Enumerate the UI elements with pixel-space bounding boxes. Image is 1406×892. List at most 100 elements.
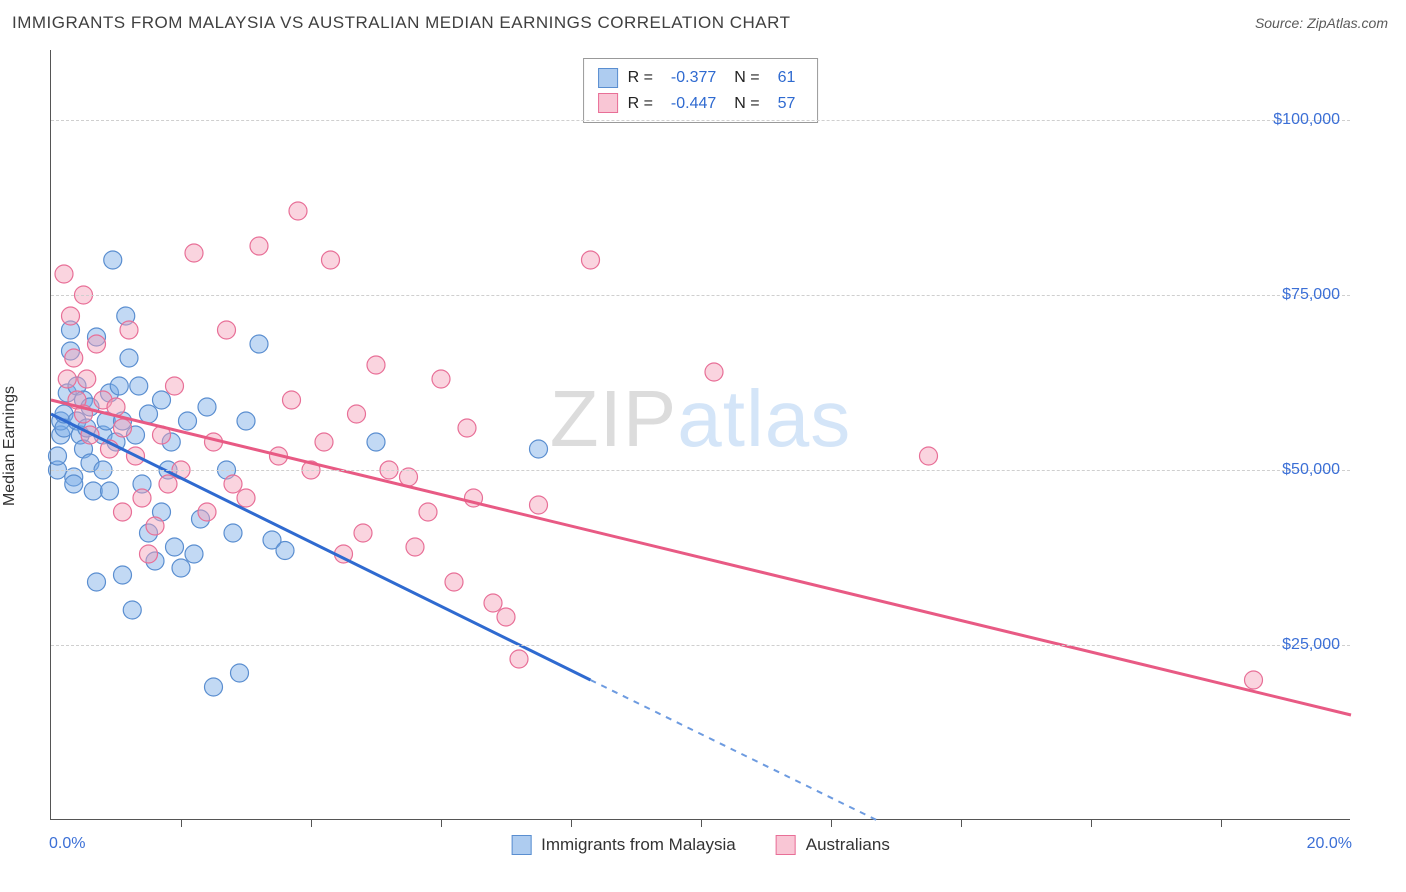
data-point-malaysia — [123, 601, 141, 619]
data-point-malaysia — [49, 447, 67, 465]
legend-item-malaysia: Immigrants from Malaysia — [511, 835, 736, 855]
data-point-australians — [140, 545, 158, 563]
data-point-australians — [322, 251, 340, 269]
swatch-australians-icon — [776, 835, 796, 855]
data-point-australians — [419, 503, 437, 521]
data-point-australians — [510, 650, 528, 668]
data-point-australians — [1245, 671, 1263, 689]
data-point-malaysia — [120, 349, 138, 367]
legend-item-australians: Australians — [776, 835, 890, 855]
data-point-malaysia — [224, 524, 242, 542]
data-point-malaysia — [166, 538, 184, 556]
data-point-malaysia — [172, 559, 190, 577]
data-point-australians — [367, 356, 385, 374]
swatch-malaysia — [598, 68, 618, 88]
y-tick-label: $75,000 — [1282, 286, 1340, 304]
data-point-malaysia — [231, 664, 249, 682]
data-point-malaysia — [101, 482, 119, 500]
data-point-malaysia — [130, 377, 148, 395]
legend-row-australians: R = -0.447 N = 57 — [598, 91, 804, 117]
chart-svg — [51, 50, 1350, 819]
x-tick — [1091, 819, 1092, 827]
gridline — [51, 120, 1350, 121]
data-point-malaysia — [367, 433, 385, 451]
data-point-australians — [920, 447, 938, 465]
data-point-australians — [705, 363, 723, 381]
data-point-malaysia — [250, 335, 268, 353]
data-point-malaysia — [198, 398, 216, 416]
data-point-malaysia — [84, 482, 102, 500]
data-point-australians — [432, 370, 450, 388]
data-point-australians — [406, 538, 424, 556]
data-point-australians — [198, 503, 216, 521]
data-point-australians — [218, 321, 236, 339]
data-point-malaysia — [179, 412, 197, 430]
x-tick — [1221, 819, 1222, 827]
data-point-malaysia — [237, 412, 255, 430]
data-point-australians — [114, 419, 132, 437]
gridline — [51, 470, 1350, 471]
y-tick-label: $100,000 — [1273, 111, 1340, 129]
y-tick-label: $50,000 — [1282, 461, 1340, 479]
data-point-malaysia — [153, 391, 171, 409]
data-point-australians — [88, 335, 106, 353]
x-tick — [701, 819, 702, 827]
correlation-legend: R = -0.377 N = 61 R = -0.447 N = 57 — [583, 58, 819, 123]
data-point-australians — [354, 524, 372, 542]
data-point-australians — [530, 496, 548, 514]
data-point-australians — [458, 419, 476, 437]
x-tick — [831, 819, 832, 827]
data-point-australians — [289, 202, 307, 220]
data-point-australians — [445, 573, 463, 591]
y-axis-label: Median Earnings — [1, 386, 19, 506]
data-point-australians — [237, 489, 255, 507]
plot-area: ZIPatlas R = -0.377 N = 61 R = -0.447 N … — [50, 50, 1350, 820]
data-point-malaysia — [276, 542, 294, 560]
data-point-malaysia — [140, 405, 158, 423]
data-point-australians — [62, 307, 80, 325]
data-point-australians — [315, 433, 333, 451]
data-point-australians — [250, 237, 268, 255]
data-point-australians — [348, 405, 366, 423]
data-point-australians — [114, 503, 132, 521]
swatch-australians — [598, 93, 618, 113]
data-point-australians — [120, 321, 138, 339]
data-point-australians — [159, 475, 177, 493]
source-attribution: Source: ZipAtlas.com — [1255, 15, 1388, 31]
data-point-australians — [185, 244, 203, 262]
chart-title: IMMIGRANTS FROM MALAYSIA VS AUSTRALIAN M… — [12, 13, 790, 33]
data-point-malaysia — [185, 545, 203, 563]
x-tick — [311, 819, 312, 827]
chart-header: IMMIGRANTS FROM MALAYSIA VS AUSTRALIAN M… — [0, 0, 1406, 46]
data-point-australians — [484, 594, 502, 612]
data-point-malaysia — [110, 377, 128, 395]
data-point-australians — [166, 377, 184, 395]
data-point-australians — [55, 265, 73, 283]
x-tick — [181, 819, 182, 827]
data-point-australians — [58, 370, 76, 388]
data-point-australians — [283, 391, 301, 409]
data-point-australians — [224, 475, 242, 493]
data-point-malaysia — [205, 678, 223, 696]
x-tick — [961, 819, 962, 827]
data-point-australians — [146, 517, 164, 535]
data-point-malaysia — [114, 566, 132, 584]
data-point-malaysia — [104, 251, 122, 269]
trend-line-malaysia — [51, 414, 591, 680]
data-point-malaysia — [88, 573, 106, 591]
data-point-australians — [582, 251, 600, 269]
x-axis-max: 20.0% — [1307, 835, 1352, 853]
data-point-malaysia — [65, 475, 83, 493]
trend-extrapolation-malaysia — [591, 680, 877, 820]
data-point-australians — [133, 489, 151, 507]
series-legend: Immigrants from Malaysia Australians — [511, 835, 890, 855]
y-tick-label: $25,000 — [1282, 636, 1340, 654]
x-tick — [441, 819, 442, 827]
swatch-malaysia-icon — [511, 835, 531, 855]
gridline — [51, 645, 1350, 646]
data-point-australians — [65, 349, 83, 367]
data-point-australians — [78, 370, 96, 388]
data-point-australians — [497, 608, 515, 626]
x-axis-min: 0.0% — [49, 835, 85, 853]
legend-row-malaysia: R = -0.377 N = 61 — [598, 65, 804, 91]
